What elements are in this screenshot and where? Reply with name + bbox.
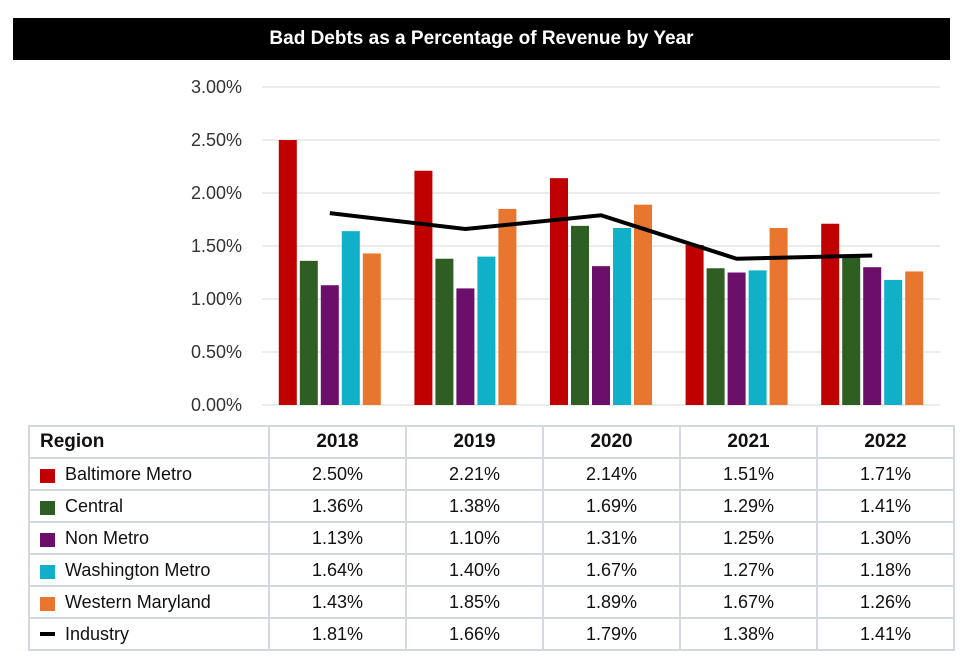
value-cell: 1.43% [268, 585, 407, 619]
region-label: Central [65, 495, 124, 516]
value-cell: 1.25% [679, 521, 818, 555]
bar-washington-metro-2018 [341, 231, 360, 405]
region-label: Western Maryland [65, 591, 211, 612]
table-row: Non Metro 1.13% 1.10% 1.31% 1.25% 1.30% [28, 521, 955, 555]
bar-washington-metro-2019 [477, 256, 496, 405]
bar-central-2018 [299, 260, 318, 405]
y-tick-label: 1.50% [191, 236, 242, 256]
value-cell: 1.79% [542, 617, 681, 651]
value-cell: 1.29% [679, 489, 818, 523]
value-cell: 1.38% [679, 617, 818, 651]
bar-central-2021 [706, 268, 725, 405]
chart-title: Bad Debts as a Percentage of Revenue by … [13, 18, 950, 60]
bar-non-metro-2022 [863, 267, 882, 405]
table-header-row: Region 2018 2019 2020 2021 2022 [28, 425, 955, 459]
bar-baltimore-metro-2020 [550, 178, 568, 405]
value-cell: 1.13% [268, 521, 407, 555]
value-cell: 1.51% [679, 457, 818, 491]
bar-washington-metro-2022 [884, 279, 903, 405]
bar-baltimore-metro-2021 [685, 244, 704, 405]
region-label: Washington Metro [65, 559, 211, 580]
legend-swatch [40, 631, 55, 636]
bar-central-2020 [571, 225, 589, 405]
y-tick-label: 2.50% [191, 130, 242, 150]
year-header: 2019 [405, 425, 544, 459]
value-cell: 1.64% [268, 553, 407, 587]
bar-non-metro-2021 [727, 272, 746, 405]
year-header: 2022 [816, 425, 955, 459]
y-tick-label: 2.00% [191, 183, 242, 203]
table-row: Baltimore Metro 2.50% 2.21% 2.14% 1.51% 1.71% [28, 457, 955, 491]
legend-swatch [40, 500, 55, 515]
region-name-cell: Non Metro [28, 521, 270, 555]
bar-chart: 0.00% 0.50% 1.00% 1.50% 2.00% 2.50% 3.00% [191, 77, 940, 415]
value-cell: 1.30% [816, 521, 955, 555]
bar-western-maryland-2018 [362, 253, 381, 405]
value-cell: 1.36% [268, 489, 407, 523]
bar-central-2019 [435, 258, 454, 405]
y-tick-label: 1.00% [191, 289, 242, 309]
region-name-cell: Baltimore Metro [28, 457, 270, 491]
value-cell: 2.21% [405, 457, 544, 491]
table-row: Washington Metro 1.64% 1.40% 1.67% 1.27% 1.18… [28, 553, 955, 587]
bar-non-metro-2019 [456, 288, 475, 405]
bar-central-2022 [842, 255, 861, 405]
year-header: 2018 [268, 425, 407, 459]
y-tick-label: 3.00% [191, 77, 242, 97]
year-header: 2021 [679, 425, 818, 459]
region-name-cell: Central [28, 489, 270, 523]
legend-swatch [40, 532, 55, 547]
table-row: Western Maryland 1.43% 1.85% 1.89% 1.67% 1.26… [28, 585, 955, 619]
value-cell: 1.89% [542, 585, 681, 619]
table-row: Central 1.36% 1.38% 1.69% 1.29% 1.41% [28, 489, 955, 523]
value-cell: 1.31% [542, 521, 681, 555]
value-cell: 1.85% [405, 585, 544, 619]
year-header: 2020 [542, 425, 681, 459]
bar-non-metro-2020 [592, 266, 610, 405]
bar-baltimore-metro-2022 [821, 223, 840, 405]
legend-swatch [40, 596, 55, 611]
region-label: Baltimore Metro [65, 463, 193, 484]
bar-western-maryland-2021 [769, 227, 788, 405]
value-cell: 1.38% [405, 489, 544, 523]
bar-baltimore-metro-2019 [414, 170, 433, 405]
bar-baltimore-metro-2018 [278, 140, 297, 405]
bar-western-maryland-2019 [498, 208, 517, 405]
legend-swatch [40, 468, 55, 483]
value-cell: 2.14% [542, 457, 681, 491]
value-cell: 1.18% [816, 553, 955, 587]
legend-swatch [40, 564, 55, 579]
region-header: Region [28, 425, 270, 459]
value-cell: 1.10% [405, 521, 544, 555]
value-cell: 1.26% [816, 585, 955, 619]
bar-non-metro-2018 [320, 285, 339, 405]
line-industry [329, 211, 873, 261]
value-cell: 1.67% [679, 585, 818, 619]
table-row: Industry 1.81% 1.66% 1.79% 1.38% 1.41% [28, 617, 955, 651]
region-name-cell: Western Maryland [28, 585, 270, 619]
value-cell: 1.69% [542, 489, 681, 523]
y-tick-label: 0.00% [191, 395, 242, 415]
bar-washington-metro-2021 [748, 270, 767, 405]
value-cell: 1.81% [268, 617, 407, 651]
data-table: Region 2018 2019 2020 2021 2022 Baltimore Me… [28, 425, 955, 651]
bar-washington-metro-2020 [613, 227, 631, 405]
bar-western-maryland-2020 [634, 204, 652, 405]
value-cell: 1.66% [405, 617, 544, 651]
y-tick-label: 0.50% [191, 342, 242, 362]
value-cell: 1.41% [816, 489, 955, 523]
region-name-cell: Industry [28, 617, 270, 651]
region-name-cell: Washington Metro [28, 553, 270, 587]
value-cell: 2.50% [268, 457, 407, 491]
value-cell: 1.27% [679, 553, 818, 587]
value-cell: 1.41% [816, 617, 955, 651]
value-cell: 1.67% [542, 553, 681, 587]
region-label: Industry [65, 623, 130, 644]
value-cell: 1.40% [405, 553, 544, 587]
value-cell: 1.71% [816, 457, 955, 491]
region-label: Non Metro [65, 527, 150, 548]
bar-western-maryland-2022 [905, 271, 924, 405]
